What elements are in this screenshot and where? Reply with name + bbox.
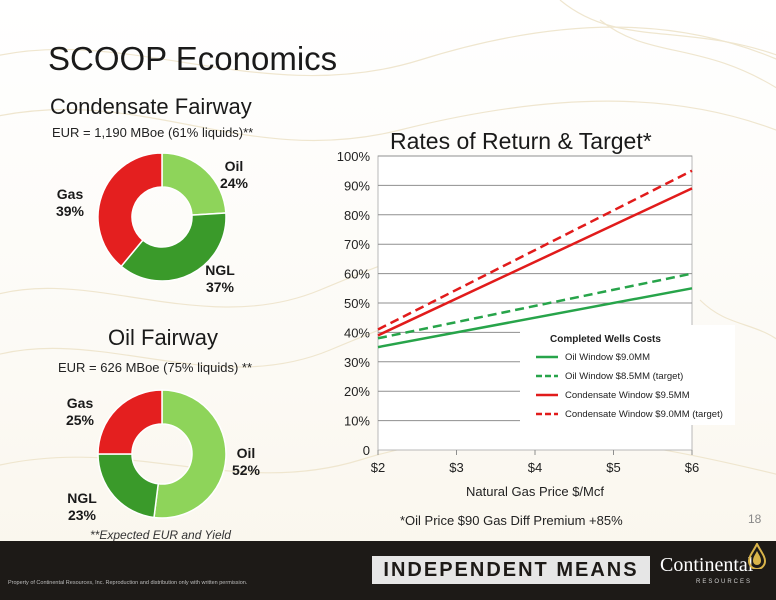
legal-notice: Property of Continental Resources, Inc. …	[8, 580, 248, 586]
brand-name: Continental	[660, 554, 754, 576]
brand-subtitle: RESOURCES	[696, 579, 753, 585]
y-tick-label: 10%	[344, 414, 370, 429]
x-tick-label: $4	[528, 460, 542, 475]
oil-fairway-ngl-text: NGL 23%	[67, 490, 97, 523]
oil-fairway-oil-text: Oil 52%	[231, 445, 261, 478]
legend-label: Oil Window $8.5MM (target)	[565, 371, 683, 382]
oil-fairway-eur: EUR = 626 MBoe (75% liquids) **	[58, 360, 253, 375]
y-tick-label: 100%	[337, 149, 371, 164]
legend-label: Condensate Window $9.5MM	[565, 390, 690, 401]
x-tick-label: $3	[449, 460, 463, 475]
rates-of-return-chart: 0 10% 20% 30% 40% 50% 60% 70% 80% 90% 100% $2 $3 $4 $5…	[336, 149, 723, 499]
legend-label: Oil Window $9.0MM	[565, 352, 650, 363]
oil-fairway-gas-text: Gas 25%	[65, 395, 95, 428]
condensate-ngl-text: NGL 37%	[205, 262, 235, 295]
oil-fairway-slice-oil	[153, 389, 227, 519]
condensate-eur: EUR = 1,190 MBoe (61% liquids)**	[52, 125, 254, 140]
legend-label: Condensate Window $9.0MM (target)	[565, 409, 723, 420]
series-line	[377, 272, 693, 340]
slide-title: SCOOP Economics	[48, 40, 338, 77]
oil-fairway-donut-chart	[97, 389, 227, 519]
y-tick-label: 80%	[344, 208, 370, 223]
chart-title: Rates of Return & Target*	[390, 128, 652, 154]
y-tick-label: 60%	[344, 267, 370, 282]
oil-fairway-oil-label: Oil 52%	[224, 445, 268, 479]
oil-fairway-slice-gas	[97, 389, 163, 455]
y-tick-label: 40%	[344, 325, 370, 340]
series-line	[377, 287, 693, 349]
x-tick-label: $6	[685, 460, 699, 475]
x-tick-label: $5	[606, 460, 620, 475]
condensate-fairway-title: Condensate Fairway	[50, 94, 252, 119]
condensate-slice-oil	[161, 152, 227, 216]
oil-fairway-ngl-label: NGL 23%	[60, 490, 104, 524]
series-line	[377, 187, 693, 337]
y-tick-label: 50%	[344, 296, 370, 311]
legend-title: Completed Wells Costs	[550, 334, 661, 345]
condensate-gas-label: Gas 39%	[50, 186, 90, 220]
y-tick-label: 30%	[344, 355, 370, 370]
series-line	[377, 169, 693, 331]
y-tick-label: 20%	[344, 384, 370, 399]
oil-fairway-title: Oil Fairway	[108, 325, 219, 350]
condensate-gas-text: Gas 39%	[55, 186, 85, 219]
tagline: INDEPENDENT MEANS	[372, 556, 650, 584]
y-tick-label: 90%	[344, 178, 370, 193]
y-tick-label: 0	[363, 443, 370, 458]
price-footnote: *Oil Price $90 Gas Diff Premium +85%	[400, 513, 623, 528]
page-number: 18	[748, 512, 762, 526]
condensate-donut-chart	[97, 152, 227, 282]
condensate-slice-ngl	[120, 212, 227, 282]
x-tick-label: $2	[371, 460, 385, 475]
y-tick-label: 70%	[344, 237, 370, 252]
condensate-oil-label: Oil 24%	[212, 158, 256, 192]
footer-bar: INDEPENDENT MEANS Continental RESOURCES …	[0, 541, 776, 600]
x-axis-label: Natural Gas Price $/Mcf	[466, 484, 604, 499]
condensate-oil-text: Oil 24%	[219, 158, 249, 191]
expected-eur-note: **Expected EUR and Yield	[90, 528, 231, 542]
condensate-ngl-label: NGL 37%	[196, 262, 244, 296]
oil-drop-logo-icon	[747, 543, 767, 569]
condensate-slice-gas	[97, 152, 163, 268]
oil-fairway-gas-label: Gas 25%	[60, 395, 100, 429]
